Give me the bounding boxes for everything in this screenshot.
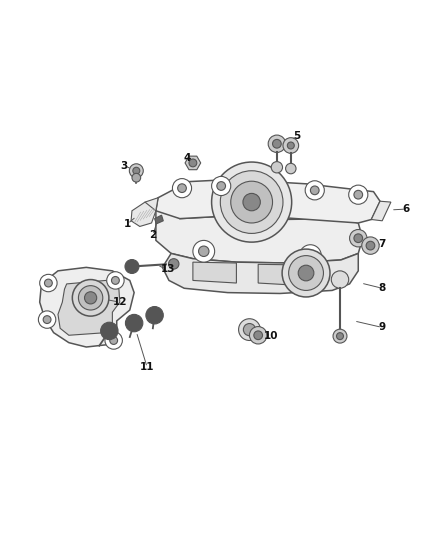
Circle shape	[305, 181, 324, 200]
Text: 3: 3	[120, 160, 128, 171]
Text: 1: 1	[124, 219, 131, 229]
Circle shape	[268, 135, 286, 152]
Circle shape	[220, 171, 283, 233]
Circle shape	[282, 249, 330, 297]
Text: 7: 7	[378, 239, 386, 249]
Text: 2: 2	[149, 230, 156, 240]
Circle shape	[286, 163, 296, 174]
Circle shape	[254, 331, 262, 340]
Circle shape	[231, 181, 272, 223]
Text: 13: 13	[160, 264, 175, 273]
Circle shape	[287, 142, 294, 149]
Circle shape	[169, 259, 179, 269]
Circle shape	[43, 316, 51, 324]
Circle shape	[272, 140, 281, 148]
Circle shape	[311, 186, 319, 195]
Circle shape	[300, 245, 321, 266]
Circle shape	[132, 173, 141, 182]
Circle shape	[354, 234, 363, 243]
Circle shape	[354, 190, 363, 199]
Polygon shape	[258, 264, 289, 285]
Circle shape	[101, 322, 118, 340]
Text: 11: 11	[140, 362, 155, 373]
Circle shape	[78, 286, 103, 310]
Circle shape	[72, 279, 109, 316]
Circle shape	[193, 240, 215, 262]
Polygon shape	[162, 254, 358, 294]
Text: 9: 9	[378, 322, 386, 333]
Polygon shape	[40, 268, 134, 347]
Circle shape	[239, 319, 260, 341]
Circle shape	[333, 329, 347, 343]
Circle shape	[85, 292, 97, 304]
Polygon shape	[371, 201, 391, 221]
Text: 5: 5	[293, 131, 300, 141]
Circle shape	[212, 162, 292, 242]
Circle shape	[283, 138, 299, 154]
Text: 8: 8	[378, 283, 386, 293]
Circle shape	[45, 279, 52, 287]
Circle shape	[366, 241, 375, 250]
Circle shape	[105, 332, 122, 349]
Circle shape	[289, 256, 323, 290]
Polygon shape	[185, 156, 201, 169]
Circle shape	[40, 274, 57, 292]
Circle shape	[189, 159, 197, 167]
Polygon shape	[193, 262, 237, 283]
Polygon shape	[155, 215, 163, 224]
Circle shape	[305, 251, 316, 261]
Text: 4: 4	[184, 152, 191, 163]
Text: 12: 12	[113, 297, 127, 307]
Circle shape	[350, 230, 367, 247]
Circle shape	[133, 167, 140, 174]
Circle shape	[198, 246, 209, 256]
Circle shape	[244, 324, 255, 336]
Text: 6: 6	[403, 204, 410, 214]
Circle shape	[129, 164, 143, 177]
Circle shape	[362, 237, 379, 254]
Circle shape	[298, 265, 314, 281]
Circle shape	[331, 271, 349, 288]
Circle shape	[173, 179, 191, 198]
Circle shape	[125, 260, 139, 273]
Circle shape	[250, 327, 267, 344]
Circle shape	[349, 185, 368, 204]
Circle shape	[212, 176, 231, 196]
Circle shape	[112, 277, 119, 284]
Circle shape	[146, 306, 163, 324]
Circle shape	[336, 333, 343, 340]
Polygon shape	[156, 180, 380, 223]
Polygon shape	[156, 198, 363, 263]
Polygon shape	[58, 280, 120, 335]
Polygon shape	[143, 198, 158, 214]
Circle shape	[39, 311, 56, 328]
Circle shape	[217, 182, 226, 190]
Circle shape	[107, 272, 124, 289]
Text: 10: 10	[264, 331, 279, 341]
Circle shape	[125, 314, 143, 332]
Circle shape	[271, 161, 283, 173]
Polygon shape	[131, 202, 156, 227]
Circle shape	[243, 193, 260, 211]
Circle shape	[110, 336, 117, 344]
Circle shape	[178, 184, 186, 192]
